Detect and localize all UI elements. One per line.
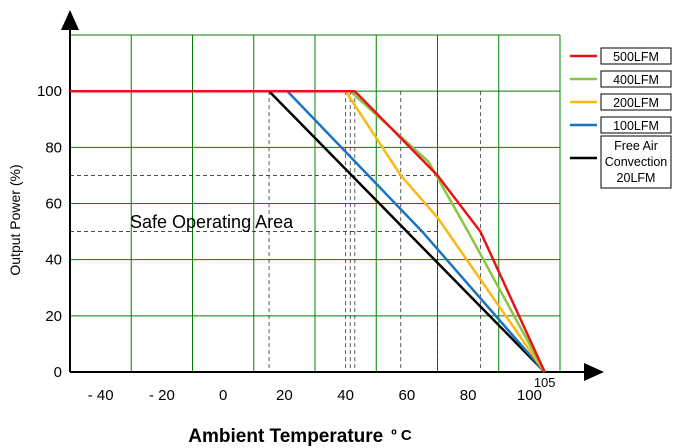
y-axis-label: Output Power (%) — [7, 164, 23, 275]
y-tick-label: 20 — [45, 308, 62, 325]
x-axis-label: Ambient Temperature — [188, 426, 383, 447]
legend-label: Convection — [605, 155, 668, 169]
legend-box — [600, 47, 672, 65]
x-axis-unit: º C — [391, 427, 412, 444]
legend-box — [600, 70, 672, 88]
series-lines — [70, 89, 546, 373]
x-tick-label: 60 — [399, 387, 416, 404]
x-tick-label: - 20 — [149, 387, 175, 404]
x-tick-label: 20 — [276, 387, 293, 404]
y-tick-label: 100 — [37, 83, 62, 100]
legend-label: 20LFM — [617, 171, 656, 185]
legend-box — [600, 116, 672, 134]
legend-box — [600, 135, 672, 189]
x-tick-label: 100 — [517, 387, 542, 404]
y-tick-label: 80 — [45, 139, 62, 156]
x-tick-label: 40 — [337, 387, 354, 404]
legend: 500LFM 400LFM 200LFM 100LFM Free Air Convecti… — [570, 47, 672, 189]
x-tick-label: 0 — [219, 387, 227, 404]
x-tick-label: 80 — [460, 387, 477, 404]
legend-label: 100LFM — [613, 119, 659, 133]
y-tick-labels: 0 20 40 60 80 100 — [37, 83, 62, 381]
grid — [69, 34, 561, 373]
x-tick-labels: - 40 - 20 0 20 40 60 80 100 — [88, 387, 542, 404]
safe-area-label: Safe Operating Area — [130, 212, 294, 232]
y-tick-label: 40 — [45, 252, 62, 269]
legend-box — [600, 93, 672, 111]
x-tick-label: - 40 — [88, 387, 114, 404]
guide-lines — [70, 91, 481, 372]
y-axis-arrow-icon — [61, 10, 79, 30]
y-tick-label: 60 — [45, 196, 62, 213]
end-temp-label: 105 — [534, 375, 556, 390]
annotations: Safe Operating Area 105 — [130, 212, 556, 390]
y-tick-label: 0 — [54, 364, 62, 381]
legend-label: 500LFM — [613, 50, 659, 64]
x-axis-label-group: Ambient Temperature º C — [188, 426, 412, 447]
legend-label: Free Air — [614, 139, 658, 153]
legend-label: 200LFM — [613, 96, 659, 110]
x-axis-arrow-icon — [584, 363, 604, 381]
legend-label: 400LFM — [613, 73, 659, 87]
axes — [61, 10, 604, 381]
series-line — [70, 89, 546, 373]
